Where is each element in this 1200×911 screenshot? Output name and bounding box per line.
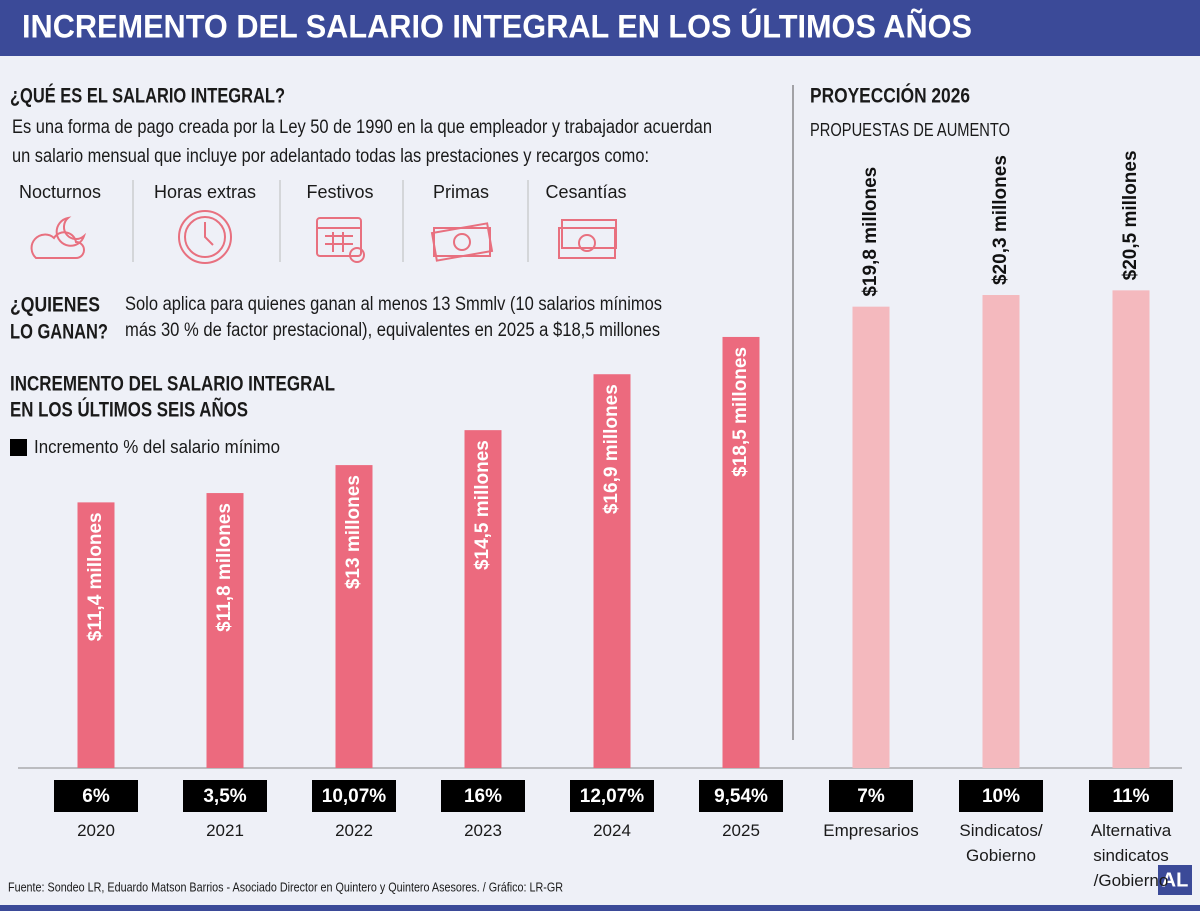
chart-title: INCREMENTO DEL SALARIO INTEGRAL [10,373,335,396]
item-label: Nocturnos [19,182,101,202]
increment-box [699,780,783,812]
icon-moon [30,216,87,259]
icon-clock [178,210,232,264]
bar [852,306,890,768]
increment-box [54,780,138,812]
bar-value-label: $11,8 millones [214,503,235,632]
icon-calendar [316,217,365,263]
increment-box [183,780,267,812]
bar-value-label: $11,4 millones [85,512,106,641]
bar-value-label: $13 millones [343,475,364,589]
bar [1112,290,1150,768]
chart-title: EN LOS ÚLTIMOS SEIS AÑOS [10,398,248,422]
bar [982,295,1020,768]
increment-label: 16% [464,786,502,807]
category-label: 2023 [464,821,502,840]
increment-label: 12,07% [580,786,645,807]
icon-bills [430,222,494,262]
subheading: PROPUESTAS DE AUMENTO [810,120,1010,140]
increment-box [1089,780,1173,812]
footer-bar [0,905,1200,911]
title: INCREMENTO DEL SALARIO INTEGRAL EN LOS Ú… [22,8,972,44]
increment-box [312,780,396,812]
increment-label: 10,07% [322,786,387,807]
bar-value-label: $19,8 millones [860,167,881,297]
legend-swatch [10,439,27,456]
paragraph: un salario mensual que incluye por adela… [12,146,649,167]
bar [206,493,244,768]
category-label: Sindicatos/ Gobierno [959,821,1043,865]
increment-box [570,780,654,812]
category-label: 2020 [77,821,115,840]
category-label: 2025 [722,821,760,840]
item-label: Cesantías [545,182,626,202]
legend-label: Incremento % del salario mínimo [34,437,280,457]
paragraph: Solo aplica para quienes ganan al menos … [125,294,662,315]
item-dividers [132,180,529,262]
bar-value-label: $16,9 millones [601,384,622,514]
increment-label: 11% [1113,786,1150,807]
increment-label: 7% [857,786,885,807]
increment-label: 6% [82,786,110,807]
section-heading: ¿QUIENES [10,294,100,317]
category-label: 2024 [593,821,631,840]
section-heading: PROYECCIÓN 2026 [810,84,970,108]
bar-value-label: $18,5 millones [730,347,751,477]
category-label: 2021 [206,821,244,840]
increment-box [959,780,1043,812]
bar [335,465,373,768]
section-heading: ¿QUÉ ES EL SALARIO INTEGRAL? [10,85,285,108]
section-heading: LO GANAN? [10,321,108,344]
increment-box [829,780,913,812]
increment-label: 10% [982,786,1020,807]
bar-value-label: $20,5 millones [1120,150,1141,280]
bar [722,336,760,768]
category-label: Alternativa sindicatos /Gobierno [1090,821,1172,890]
bar [593,374,631,768]
increment-label: 9,54% [714,786,768,807]
bar [464,430,502,768]
bar [77,502,115,768]
increment-label: 3,5% [203,786,246,807]
item-label: Horas extras [154,182,256,202]
logo: AL [1162,869,1189,891]
item-label: Primas [433,182,489,202]
paragraph: Es una forma de pago creada por la Ley 5… [12,117,712,138]
increment-box [441,780,525,812]
item-label: Festivos [306,182,373,202]
bar-value-label: $14,5 millones [472,440,493,570]
category-label: Empresarios [823,821,919,840]
source: Fuente: Sondeo LR, Eduardo Matson Barrio… [8,880,563,894]
paragraph: más 30 % de factor prestacional), equiva… [125,320,660,341]
category-label: 2022 [335,821,373,840]
bar-value-label: $20,3 millones [990,155,1011,285]
icon-cash [558,219,617,259]
logo-box [1158,865,1192,895]
header-bar [0,0,1200,56]
